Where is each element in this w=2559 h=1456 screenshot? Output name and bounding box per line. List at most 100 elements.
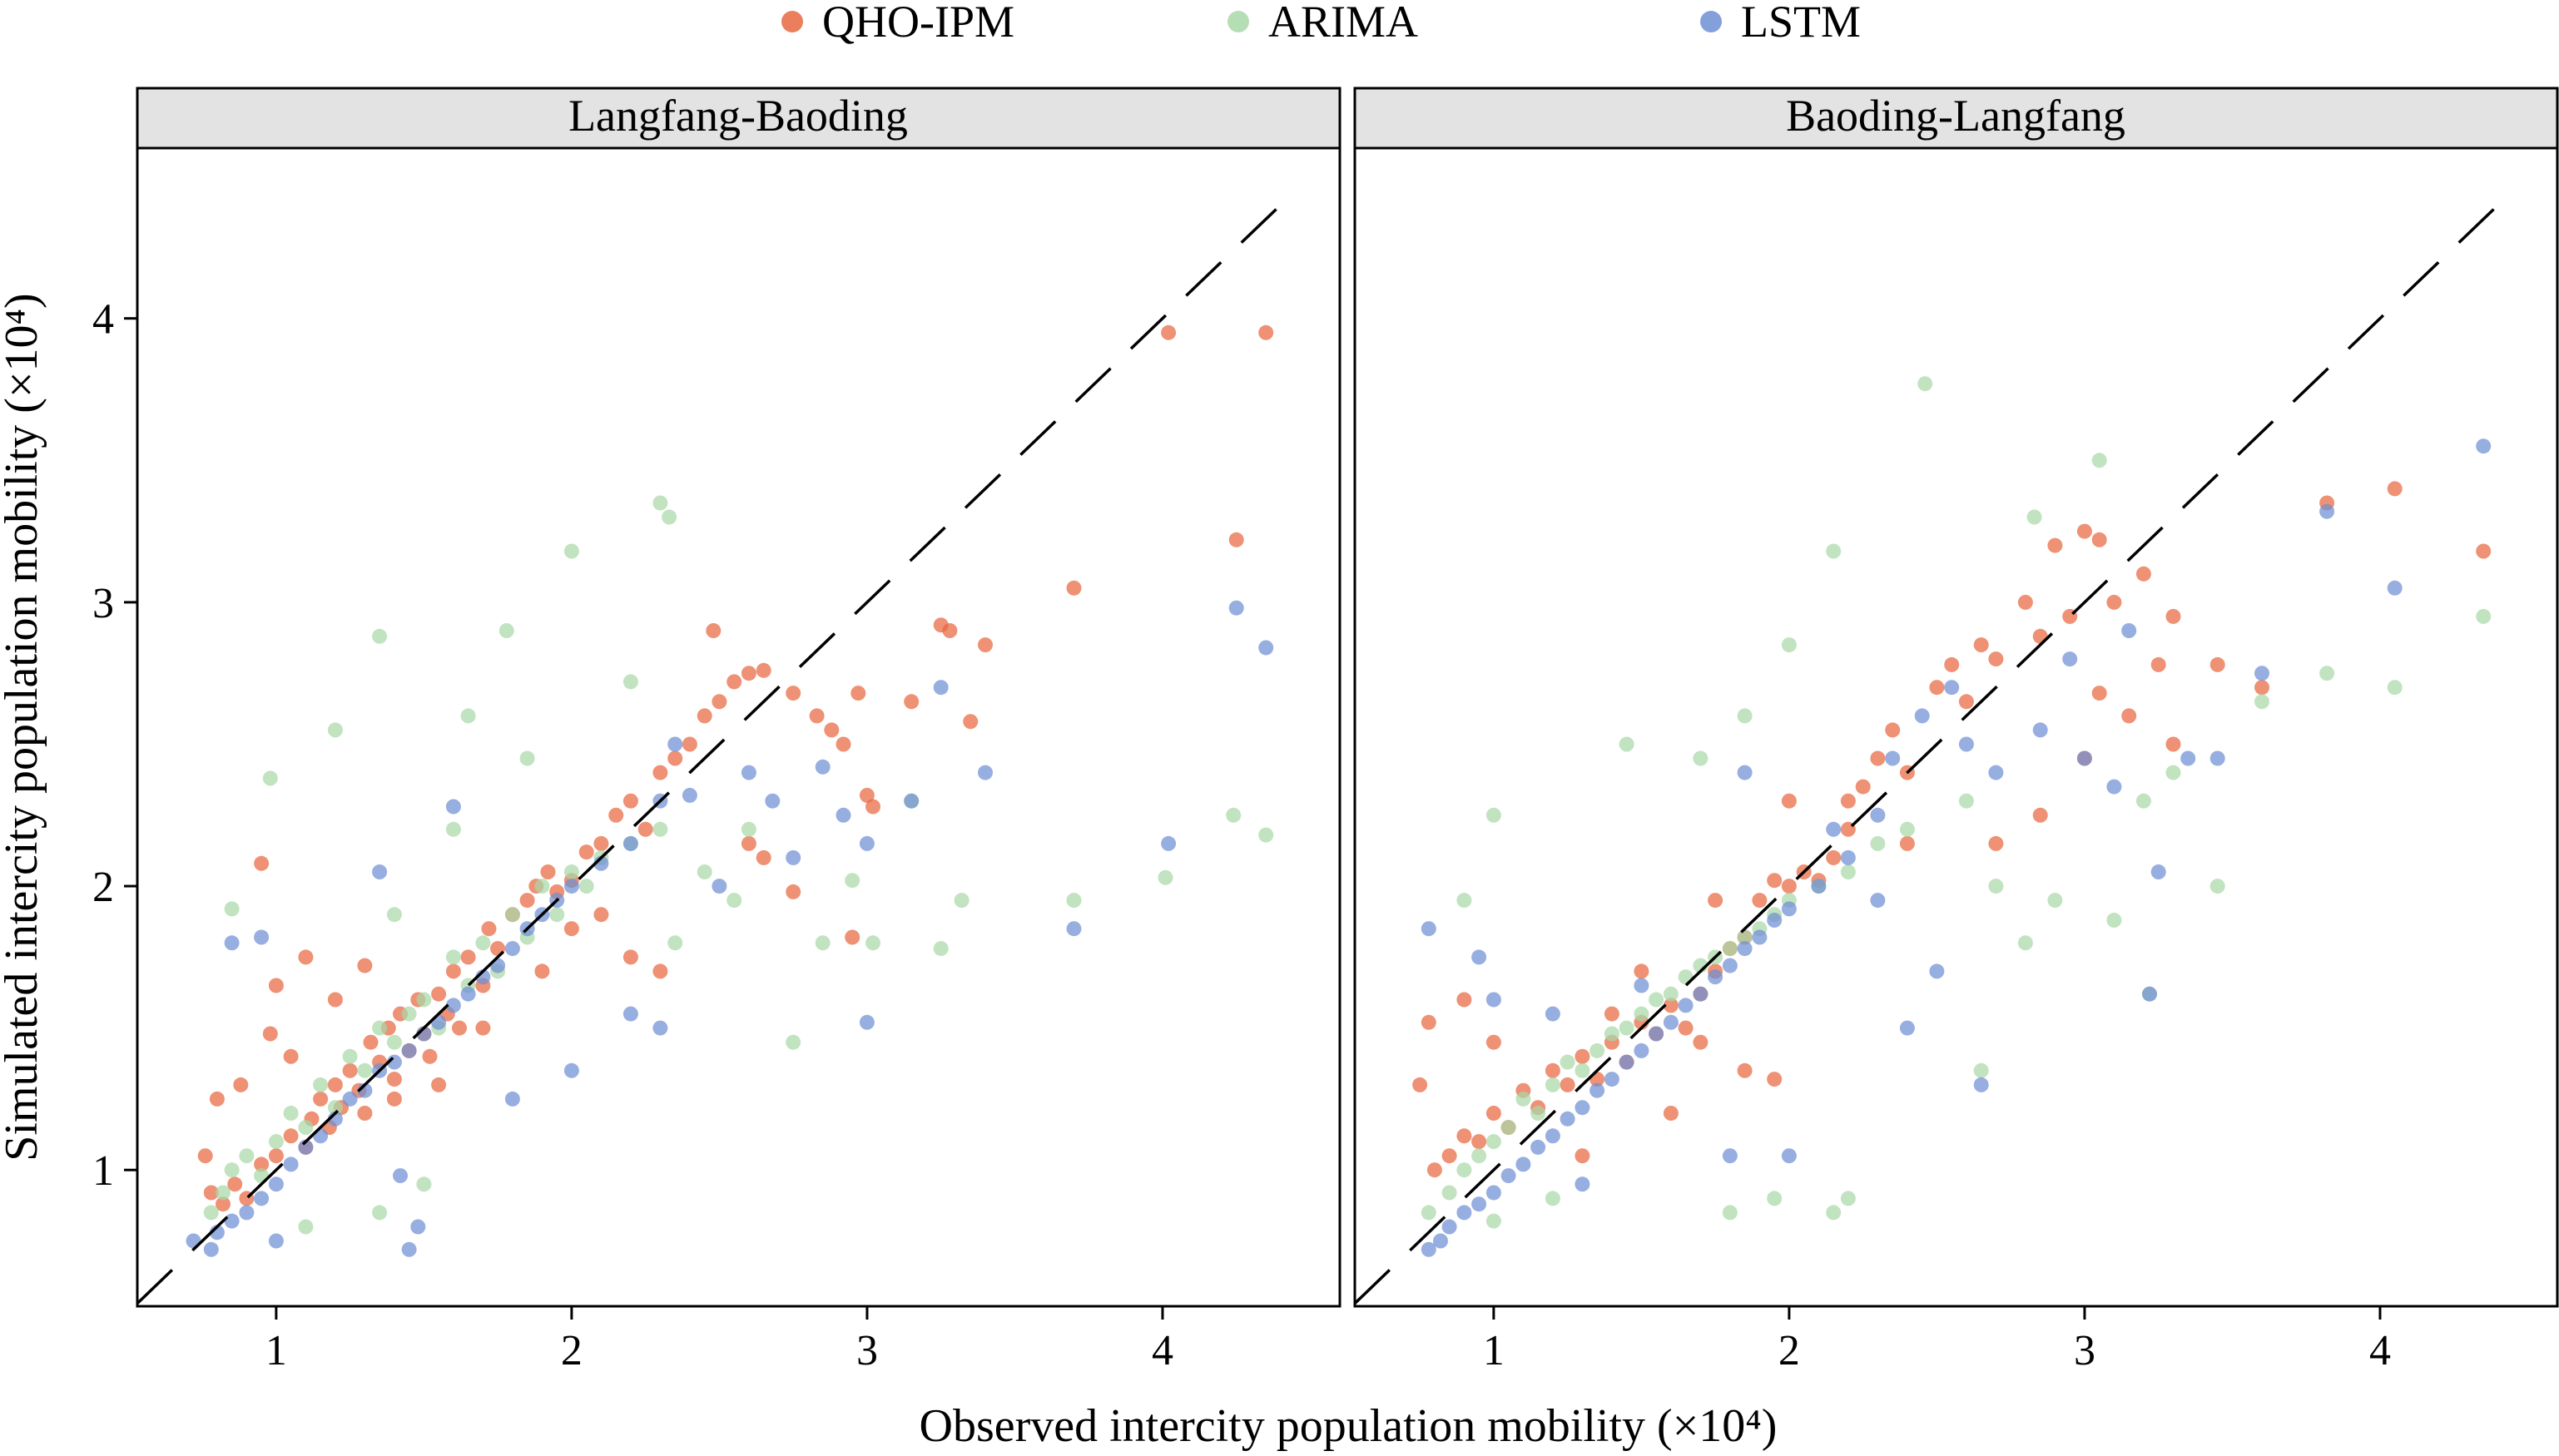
legend-swatch-arima (1227, 11, 1249, 32)
point-qho-ipm (1929, 680, 1945, 696)
point-arima (224, 1162, 240, 1178)
point-qho-ipm (2121, 708, 2137, 724)
point-lstm (460, 986, 476, 1002)
point-qho-ipm (1663, 1106, 1679, 1121)
y-tick-label: 4 (92, 296, 114, 344)
point-lstm (1693, 986, 1708, 1002)
point-arima (954, 893, 970, 909)
point-lstm (1870, 807, 1886, 823)
point-qho-ipm (1456, 1128, 1472, 1144)
point-lstm (1560, 1111, 1575, 1127)
point-arima (1258, 827, 1274, 843)
point-qho-ipm (741, 666, 756, 681)
point-arima (1530, 1106, 1546, 1121)
legend-label-qho-ipm: QHO-IPM (822, 0, 1014, 47)
point-qho-ipm (209, 1091, 225, 1107)
point-qho-ipm (1826, 849, 1842, 865)
point-lstm (741, 765, 756, 780)
point-arima (327, 722, 343, 738)
point-arima (1515, 1091, 1531, 1107)
point-qho-ipm (809, 708, 825, 724)
point-arima (2254, 694, 2269, 710)
point-qho-ipm (1426, 1162, 1442, 1178)
point-lstm (1421, 921, 1436, 937)
point-arima (667, 935, 683, 951)
point-arima (2017, 935, 2033, 951)
point-qho-ipm (1560, 1077, 1575, 1092)
point-arima (372, 1020, 388, 1036)
point-lstm (445, 799, 461, 815)
point-lstm (2062, 651, 2078, 667)
point-qho-ipm (327, 992, 343, 1008)
point-qho-ipm (1471, 1134, 1487, 1150)
point-lstm (1973, 1077, 1989, 1092)
point-qho-ipm (904, 694, 920, 710)
point-lstm (1663, 1014, 1679, 1030)
point-arima (845, 873, 860, 889)
point-qho-ipm (1855, 779, 1871, 795)
point-qho-ipm (1988, 835, 2004, 851)
point-lstm (2032, 722, 2048, 738)
point-qho-ipm (2150, 656, 2166, 672)
x-tick-label: 3 (856, 1327, 878, 1374)
point-lstm (563, 879, 579, 894)
point-qho-ipm (1752, 893, 1768, 909)
point-arima (416, 992, 432, 1008)
point-qho-ipm (216, 1196, 231, 1212)
point-arima (1485, 1213, 1501, 1229)
point-arima (865, 935, 880, 951)
point-lstm (1988, 765, 2004, 780)
point-qho-ipm (1441, 1148, 1457, 1164)
point-qho-ipm (712, 694, 727, 710)
legend-swatch-lstm (1700, 11, 1722, 32)
point-qho-ipm (1988, 651, 2004, 667)
point-arima (2165, 765, 2181, 780)
point-qho-ipm (741, 835, 756, 851)
point-lstm (1471, 949, 1487, 965)
point-qho-ipm (327, 1077, 343, 1092)
point-lstm (765, 793, 781, 809)
point-qho-ipm (283, 1048, 299, 1064)
point-arima (1589, 1042, 1605, 1058)
point-qho-ipm (667, 750, 683, 766)
reference-line-layer (1353, 198, 2506, 1305)
point-qho-ipm (227, 1176, 243, 1192)
point-arima (1899, 821, 1915, 837)
point-lstm (2180, 750, 2196, 766)
point-lstm (1885, 750, 1901, 766)
point-qho-ipm (342, 1062, 358, 1078)
point-arima (1649, 992, 1664, 1008)
point-qho-ipm (452, 1020, 467, 1036)
point-qho-ipm (1708, 893, 1723, 909)
point-lstm (2319, 503, 2335, 519)
point-lstm (1258, 640, 1274, 656)
point-arima (1767, 1191, 1783, 1206)
point-arima (2476, 608, 2492, 624)
y-axis: 1 2 3 4 (92, 296, 137, 1195)
point-arima (313, 1077, 329, 1092)
point-qho-ipm (593, 835, 609, 851)
x-axis-title: Observed intercity population mobility (… (920, 1400, 1778, 1452)
x-axis: 1 2 3 4 (265, 1306, 1173, 1374)
point-arima (1226, 807, 1242, 823)
panel-title: Baoding-Langfang (1786, 91, 2125, 141)
point-lstm (342, 1091, 358, 1107)
point-arima (460, 708, 476, 724)
point-qho-ipm (254, 1156, 270, 1172)
point-qho-ipm (1678, 1020, 1694, 1036)
point-lstm (1914, 708, 1930, 724)
point-qho-ipm (254, 855, 270, 871)
point-arima (1958, 793, 1974, 809)
point-arima (475, 935, 491, 951)
point-qho-ipm (283, 1128, 299, 1144)
point-qho-ipm (203, 1185, 219, 1201)
points-layer (1412, 376, 2492, 1257)
point-qho-ipm (563, 921, 579, 937)
legend-label-arima: ARIMA (1268, 0, 1418, 47)
point-qho-ipm (622, 949, 638, 965)
point-arima (283, 1106, 299, 1121)
point-lstm (298, 1139, 314, 1155)
point-arima (1560, 1054, 1575, 1070)
point-lstm (1433, 1233, 1448, 1249)
point-qho-ipm (786, 686, 801, 701)
